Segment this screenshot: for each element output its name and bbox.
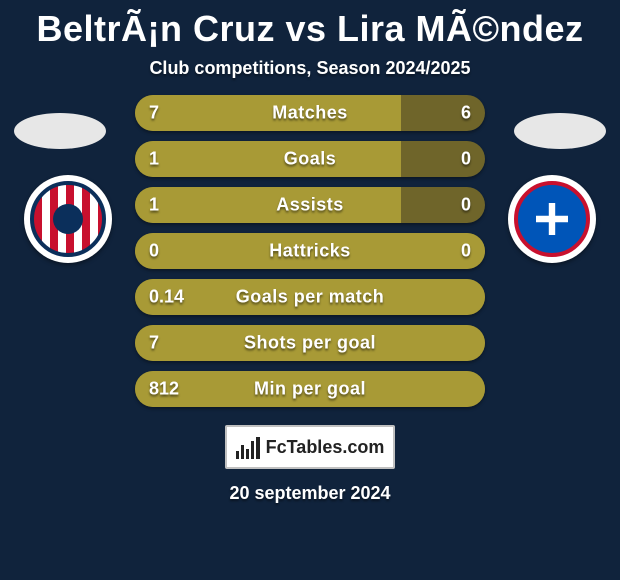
stat-right-value: 0 bbox=[461, 149, 471, 170]
stat-label: Goals bbox=[284, 149, 337, 170]
stat-bar: 0 0 Hattricks bbox=[135, 233, 485, 269]
stat-bar: 7 6 Matches bbox=[135, 95, 485, 131]
stat-bar-left-fill bbox=[135, 95, 401, 131]
stat-left-value: 0.14 bbox=[149, 287, 184, 308]
page-title: BeltrÃ¡n Cruz vs Lira MÃ©ndez bbox=[0, 0, 620, 50]
brand-chart-icon bbox=[236, 435, 260, 459]
stat-left-value: 1 bbox=[149, 195, 159, 216]
stat-bar-left-fill bbox=[135, 187, 401, 223]
stat-right-value: 0 bbox=[461, 195, 471, 216]
right-club-badge bbox=[508, 175, 596, 263]
stat-label: Hattricks bbox=[269, 241, 351, 262]
stat-left-value: 0 bbox=[149, 241, 159, 262]
right-player-photo bbox=[514, 113, 606, 149]
subtitle: Club competitions, Season 2024/2025 bbox=[0, 58, 620, 79]
stat-left-value: 7 bbox=[149, 333, 159, 354]
stat-label: Min per goal bbox=[254, 379, 366, 400]
stat-bar: 1 0 Assists bbox=[135, 187, 485, 223]
stat-bar: 1 0 Goals bbox=[135, 141, 485, 177]
stat-label: Matches bbox=[272, 103, 348, 124]
stat-left-value: 1 bbox=[149, 149, 159, 170]
brand-logo: FcTables.com bbox=[225, 425, 395, 469]
brand-text: FcTables.com bbox=[266, 437, 385, 458]
left-club-badge bbox=[24, 175, 112, 263]
stat-left-value: 7 bbox=[149, 103, 159, 124]
date-caption: 20 september 2024 bbox=[0, 483, 620, 504]
stat-right-value: 0 bbox=[461, 241, 471, 262]
stat-label: Goals per match bbox=[236, 287, 385, 308]
stat-right-value: 6 bbox=[461, 103, 471, 124]
comparison-stage: 7 6 Matches 1 0 Goals 1 0 Assists 0 0 Hattricks 0.14… bbox=[0, 95, 620, 407]
stat-bar-left-fill bbox=[135, 141, 401, 177]
stat-bar: 7 Shots per goal bbox=[135, 325, 485, 361]
left-player-photo bbox=[14, 113, 106, 149]
stat-label: Shots per goal bbox=[244, 333, 376, 354]
stat-bar: 0.14 Goals per match bbox=[135, 279, 485, 315]
stat-bars-column: 7 6 Matches 1 0 Goals 1 0 Assists 0 0 Hattricks 0.14… bbox=[135, 95, 485, 407]
stat-left-value: 812 bbox=[149, 379, 179, 400]
stat-bar: 812 Min per goal bbox=[135, 371, 485, 407]
stat-label: Assists bbox=[276, 195, 344, 216]
